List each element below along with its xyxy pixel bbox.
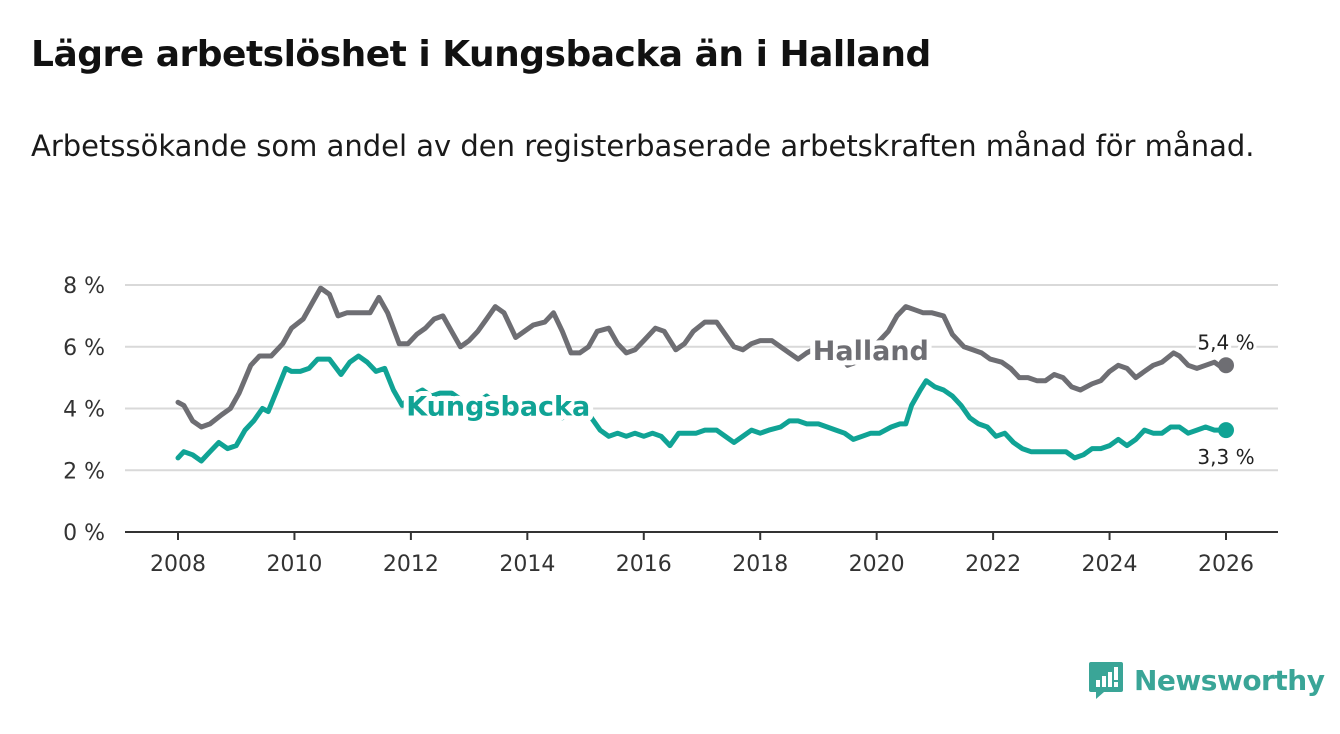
x-tick-label: 2026 xyxy=(1198,552,1254,577)
axes: 0 % 2 % 4 % 6 % 8 % 2008 2010 2012 2014 2016 2018 2… xyxy=(63,274,1278,577)
x-tick-label: 2014 xyxy=(499,552,555,577)
end-value-label-halland: 5,4 % xyxy=(1197,330,1254,354)
x-tick-label: 2020 xyxy=(849,552,905,577)
series-line-kungsbacka xyxy=(175,353,1229,464)
y-tick-label: 4 % xyxy=(63,398,105,423)
x-tick-label: 2022 xyxy=(965,552,1021,577)
x-tick-label: 2024 xyxy=(1082,552,1138,577)
y-tick-label: 0 % xyxy=(63,521,105,546)
series-line-halland xyxy=(175,285,1229,430)
x-tick-label: 2012 xyxy=(383,552,439,577)
x-tick-label: 2008 xyxy=(150,552,206,577)
end-point-kungsbacka xyxy=(1218,422,1234,439)
end-value-label-kungsbacka: 3,3 % xyxy=(1197,445,1254,469)
x-tick-label: 2010 xyxy=(266,552,322,577)
page-title: Lägre arbetslöshet i Kungsbacka än i Hal… xyxy=(31,34,931,75)
y-tick-label: 6 % xyxy=(63,336,105,361)
end-point-halland xyxy=(1218,357,1234,374)
grid-lines xyxy=(125,284,1278,472)
x-tick-label: 2018 xyxy=(732,552,788,577)
series-labels: Halland Kungsbacka 5,4 % 3,3 % xyxy=(401,327,1257,472)
bar-chart-icon xyxy=(1089,662,1123,699)
brand-logo: Newsworthy xyxy=(1088,660,1325,700)
y-tick-label: 8 % xyxy=(63,274,105,299)
x-tick-label: 2016 xyxy=(616,552,672,577)
series-label-halland: Halland xyxy=(813,336,929,367)
chart-subtitle: Arbetssökande som andel av den registerb… xyxy=(31,129,1255,163)
y-tick-label: 2 % xyxy=(63,459,105,484)
series-label-kungsbacka: Kungsbacka xyxy=(406,391,590,422)
brand-name: Newsworthy xyxy=(1134,663,1325,697)
series-lines xyxy=(175,285,1234,464)
